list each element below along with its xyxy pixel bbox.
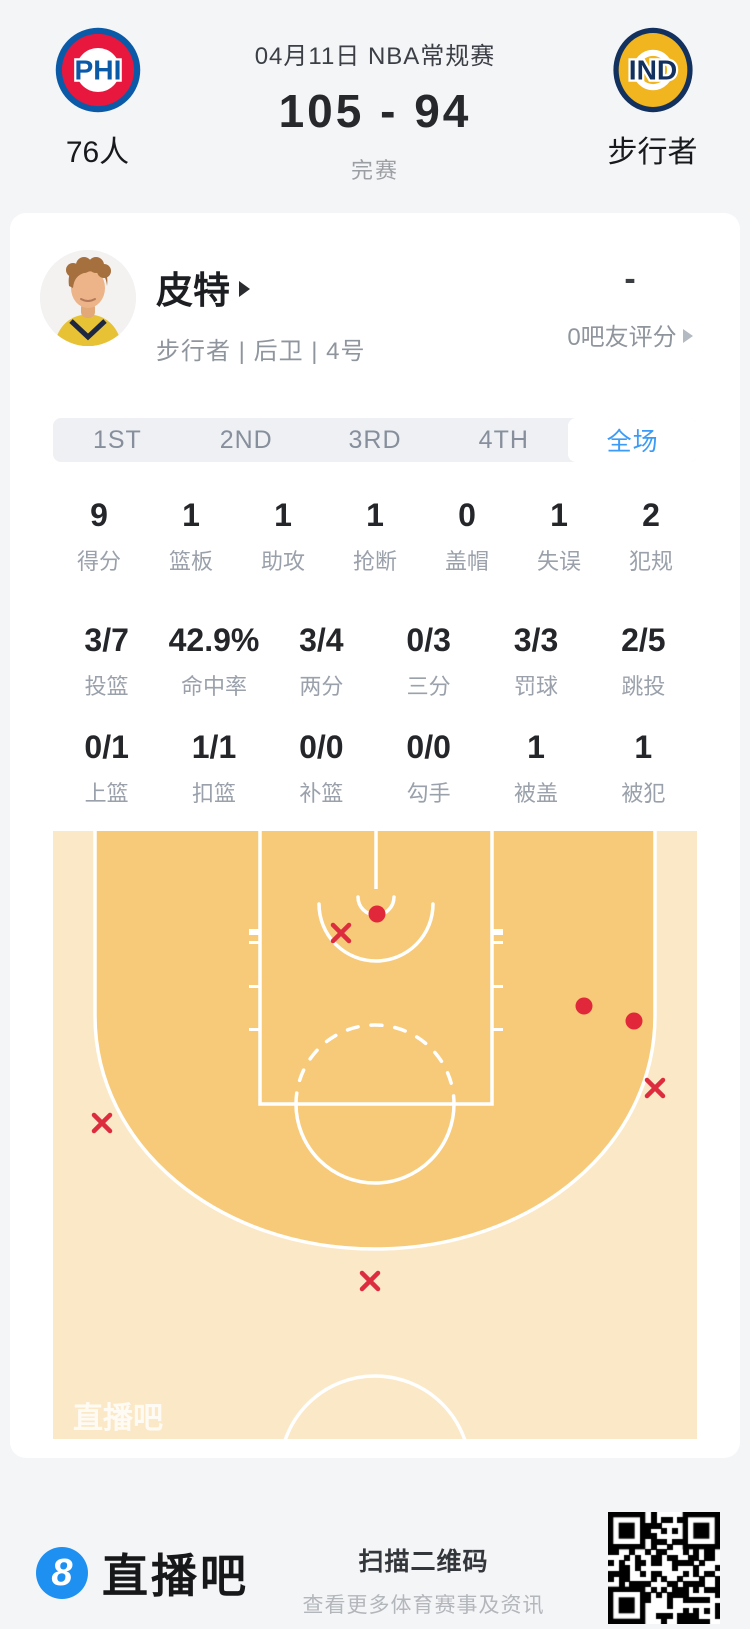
shot-markers bbox=[91, 905, 666, 1292]
stat-hook: 0/0 勾手 bbox=[406, 729, 451, 806]
shot-missed-marker bbox=[359, 1270, 381, 1292]
stats-row-shooting: 3/7 投篮 42.9% 命中率 3/4 两分 0/3 三分 3/3 罚球 2/5 跳投 bbox=[53, 622, 697, 701]
player-photo bbox=[40, 250, 136, 346]
stat-assists: 1 助攻 bbox=[260, 497, 305, 574]
rating-value: - bbox=[624, 260, 636, 298]
player-info: 皮特 步行者 | 后卫 | 4号 bbox=[156, 250, 366, 366]
tab-2nd[interactable]: 2ND bbox=[219, 425, 273, 454]
away-team[interactable]: IND 步行者 bbox=[555, 26, 750, 187]
home-team[interactable]: PHI 76人 bbox=[0, 26, 195, 187]
brand-name: 直播吧 bbox=[102, 1550, 249, 1602]
home-team-name: 76人 bbox=[65, 136, 130, 169]
scan-subtitle: 查看更多体育赛事及资讯 bbox=[302, 1594, 545, 1617]
stat-turnovers: 1 失误 bbox=[536, 497, 581, 574]
stat-layup: 0/1 上篮 bbox=[84, 729, 129, 806]
shot-made-marker bbox=[368, 905, 386, 923]
scan-title: 扫描二维码 bbox=[358, 1548, 489, 1576]
tab-4th[interactable]: 4TH bbox=[478, 425, 529, 454]
match-summary: 04月11日 NBA常规赛 105 - 94 完赛 bbox=[195, 26, 555, 187]
shot-missed-marker bbox=[91, 1112, 113, 1134]
player-rating: - 0吧友评分 bbox=[550, 250, 710, 352]
shot-missed-marker bbox=[330, 922, 352, 944]
svg-text:PHI: PHI bbox=[74, 55, 121, 86]
lane-hash-marks bbox=[249, 929, 503, 1031]
rating-link[interactable]: 0吧友评分 bbox=[567, 317, 693, 352]
shot-made-marker bbox=[575, 997, 593, 1015]
shot-chart-court: 直播吧 bbox=[53, 831, 697, 1439]
player-caret-icon bbox=[239, 281, 250, 297]
brand-block: 8 直播吧 bbox=[36, 1540, 249, 1606]
shot-missed-marker bbox=[644, 1077, 666, 1099]
stat-points: 9 得分 bbox=[76, 497, 121, 574]
stat-3pt: 0/3 三分 bbox=[406, 622, 451, 699]
away-team-name: 步行者 bbox=[607, 136, 698, 169]
rating-label: 0吧友评分 bbox=[567, 324, 677, 351]
player-meta: 步行者 | 后卫 | 4号 bbox=[156, 338, 366, 365]
tab-full-game[interactable]: 全场 bbox=[568, 418, 697, 462]
stat-fg: 3/7 投篮 bbox=[84, 622, 129, 699]
stat-jumper: 2/5 跳投 bbox=[621, 622, 666, 699]
stat-2pt: 3/4 两分 bbox=[299, 622, 344, 699]
svg-text:IND: IND bbox=[628, 55, 677, 86]
player-header: 皮特 步行者 | 后卫 | 4号 - 0吧友评分 bbox=[10, 213, 740, 366]
app-footer: 8 直播吧 扫描二维码 查看更多体育赛事及资讯 bbox=[0, 1458, 750, 1624]
rating-caret-icon bbox=[682, 328, 693, 343]
shot-made-marker bbox=[625, 1012, 643, 1030]
court-watermark: 直播吧 bbox=[73, 1402, 163, 1435]
qr-code bbox=[608, 1512, 720, 1624]
tab-1st[interactable]: 1ST bbox=[92, 425, 142, 454]
stat-blocked: 1 被盖 bbox=[513, 729, 558, 806]
stat-tip-in: 0/0 补篮 bbox=[299, 729, 344, 806]
home-team-logo-phi-icon: PHI bbox=[55, 27, 140, 113]
player-name-row[interactable]: 皮特 bbox=[156, 260, 366, 314]
match-date: 04月11日 NBA常规赛 bbox=[254, 43, 496, 70]
zhibo8-logo-icon: 8 bbox=[36, 1547, 88, 1599]
stats-row-basic: 9 得分 1 篮板 1 助攻 1 抢断 0 盖帽 1 失误 2 犯规 bbox=[53, 497, 697, 576]
stat-rebounds: 1 篮板 bbox=[168, 497, 213, 574]
stat-ft: 3/3 罚球 bbox=[513, 622, 559, 699]
player-stats-card: 皮特 步行者 | 后卫 | 4号 - 0吧友评分 1ST 2ND 3RD 4TH… bbox=[10, 213, 740, 1458]
stat-blocks: 0 盖帽 bbox=[444, 497, 489, 574]
stat-fouled: 1 被犯 bbox=[621, 729, 666, 806]
quarter-tabs: 1ST 2ND 3RD 4TH 全场 bbox=[53, 418, 697, 462]
stat-steals: 1 抢断 bbox=[352, 497, 397, 574]
player-avatar[interactable] bbox=[40, 250, 136, 346]
stat-fouls: 2 犯规 bbox=[628, 497, 673, 574]
match-score: 105 - 94 bbox=[278, 85, 472, 137]
away-team-logo-ind-icon: IND bbox=[612, 27, 693, 113]
stat-fg-pct: 42.9% 命中率 bbox=[168, 622, 260, 699]
stat-dunk: 1/1 扣篮 bbox=[191, 729, 237, 806]
player-name: 皮特 bbox=[156, 270, 230, 311]
tab-3rd[interactable]: 3RD bbox=[348, 425, 402, 454]
stats-row-shot-types: 0/1 上篮 1/1 扣篮 0/0 补篮 0/0 勾手 1 被盖 1 被犯 bbox=[53, 729, 697, 808]
match-header: PHI 76人 04月11日 NBA常规赛 105 - 94 完赛 IND 步行… bbox=[0, 0, 750, 187]
match-status: 完赛 bbox=[350, 158, 399, 183]
scan-block: 扫描二维码 查看更多体育赛事及资讯 bbox=[249, 1542, 598, 1619]
